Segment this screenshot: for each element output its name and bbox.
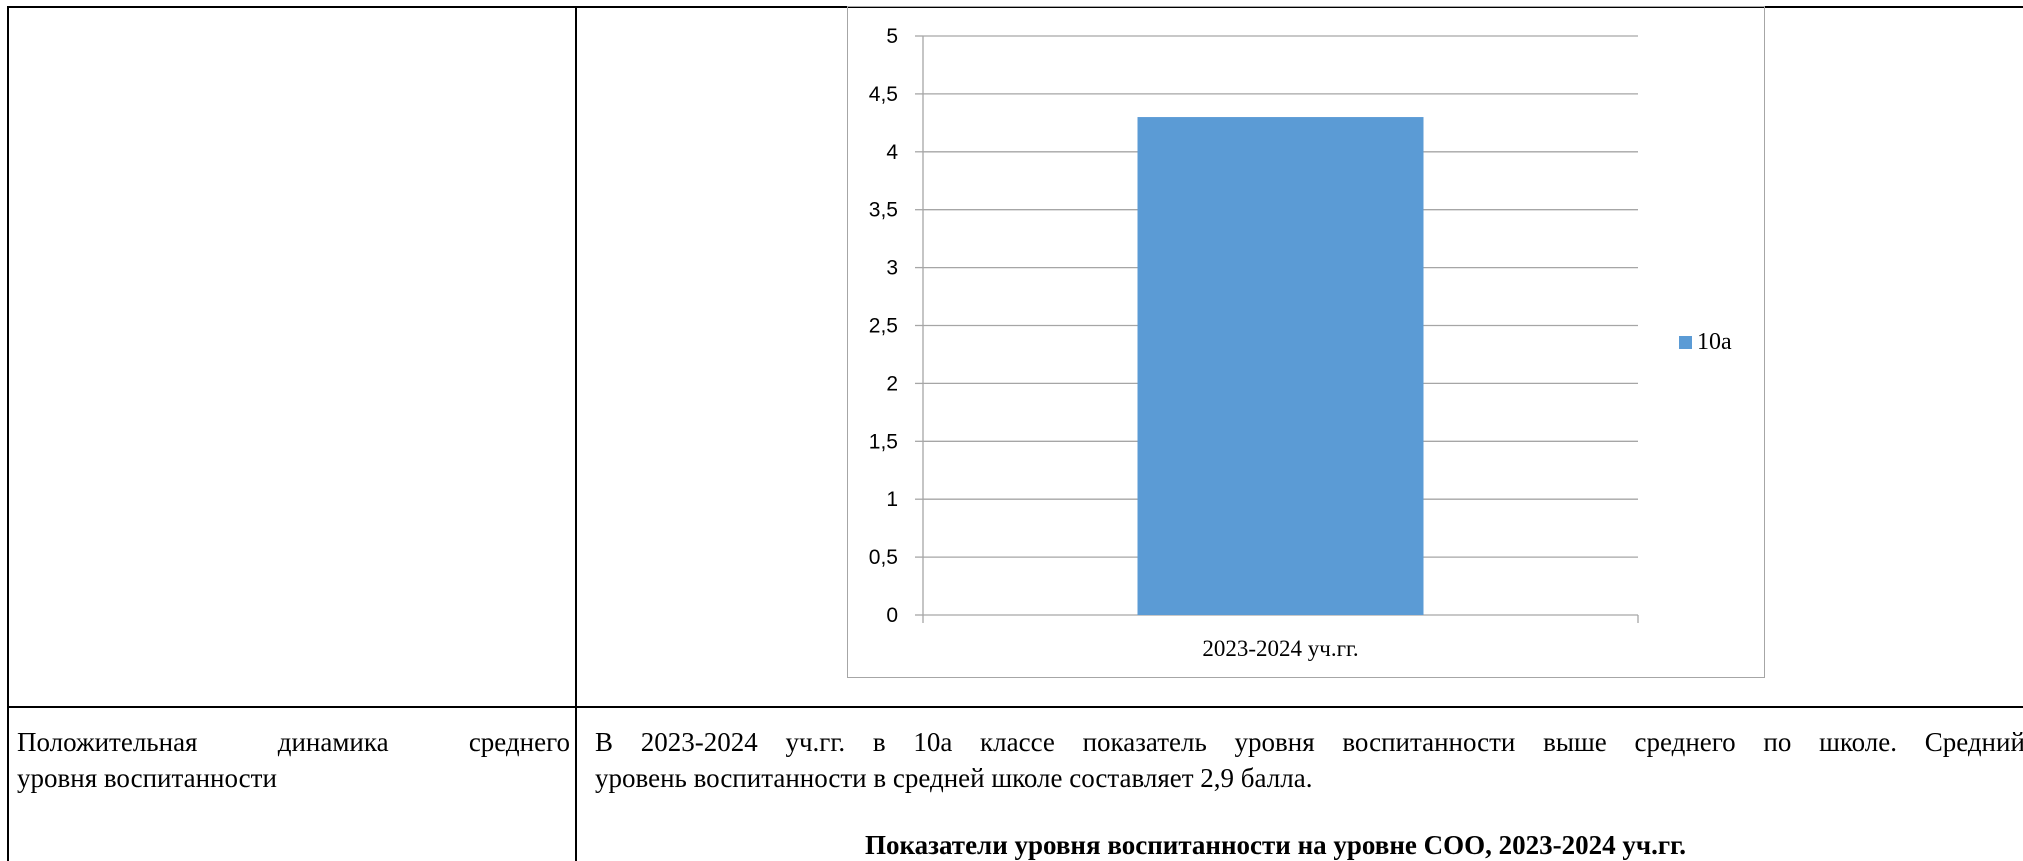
word: 10а: [913, 727, 953, 757]
word: В: [595, 727, 614, 757]
word: уровня: [1234, 727, 1315, 757]
row-label-line1: Положительная динамика среднего: [17, 724, 570, 760]
word: школе.: [1819, 727, 1897, 757]
word: среднего: [1634, 727, 1736, 757]
table: Положительная динамика среднего уровня вос…: [7, 6, 2023, 861]
table-row-divider: [7, 706, 2023, 708]
row-description: В 2023-2024 уч.гг. в 10а классе показатель уров…: [595, 724, 2023, 796]
section-heading: Показатели уровня воспитанности на уровн…: [865, 830, 1687, 860]
row-label-line2: уровня воспитанности: [17, 763, 277, 793]
table-top-border: [7, 6, 2023, 8]
row-label: Положительная динамика среднего уровня вос…: [17, 724, 570, 796]
word: уч.гг.: [785, 727, 846, 757]
word: показатель: [1082, 727, 1207, 757]
word: воспитанности: [1342, 727, 1516, 757]
word: Средний: [1924, 727, 2023, 757]
word: классе: [980, 727, 1055, 757]
description-line1: В 2023-2024 уч.гг. в 10а классе показатель уров…: [595, 724, 2023, 760]
word: по: [1763, 727, 1792, 757]
table-left-border: [7, 6, 9, 861]
word: выше: [1543, 727, 1607, 757]
chart-frame: [847, 6, 1765, 678]
table-column-divider: [575, 6, 577, 861]
word: 2023-2024: [640, 727, 758, 757]
word: в: [872, 727, 886, 757]
word: среднего: [468, 727, 570, 757]
word: Положительная: [17, 727, 198, 757]
description-line2: уровень воспитанности в средней школе со…: [595, 763, 1313, 793]
word: динамика: [277, 727, 389, 757]
